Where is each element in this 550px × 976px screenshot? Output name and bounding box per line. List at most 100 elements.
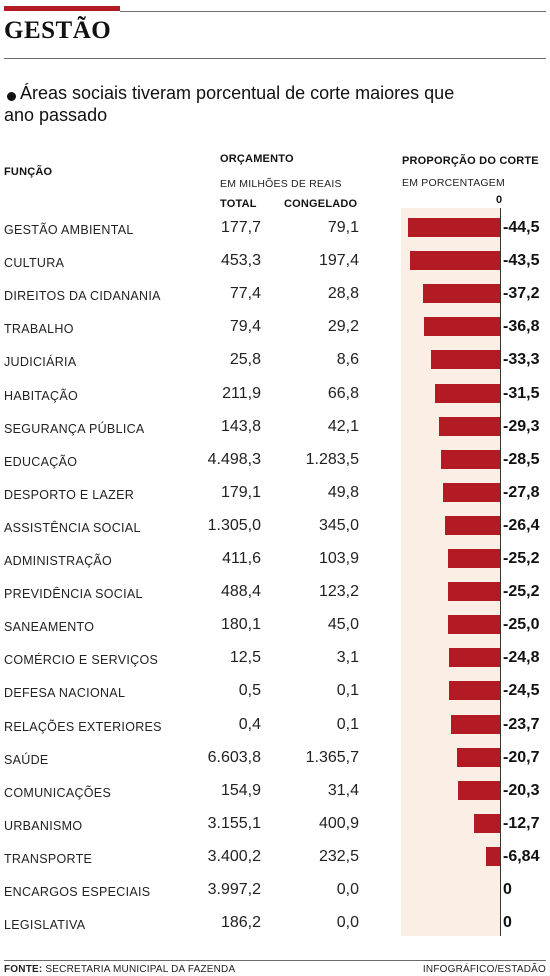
cut-bar — [431, 350, 500, 370]
cut-bar — [442, 482, 500, 502]
row-funcao: ADMINISTRAÇÃO — [4, 554, 113, 568]
row-congelado: 1.365,7 — [305, 748, 359, 766]
cut-value-label: -37,2 — [503, 285, 540, 303]
cut-value-label: -20,3 — [503, 781, 540, 799]
row-total: 4.498,3 — [207, 450, 261, 468]
row-total: 3.997,2 — [207, 881, 261, 898]
row-total: 3.155,1 — [207, 814, 261, 832]
cut-bar — [439, 416, 500, 436]
row-total: 154,9 — [220, 781, 261, 799]
cut-value-label: -29,3 — [503, 417, 540, 435]
row-total: 177,7 — [220, 219, 261, 236]
row-total: 453,3 — [220, 252, 261, 270]
header-proporcao: PROPORÇÃO DO CORTE — [402, 155, 539, 167]
table-row: EDUCAÇÃO 4.498,3 1.283,5 -28,5 — [0, 442, 550, 475]
cut-value-label: -25,2 — [503, 583, 540, 601]
section-title: GESTÃO — [4, 17, 112, 44]
cut-bar — [457, 747, 500, 767]
row-congelado: 1.283,5 — [305, 450, 359, 468]
bullet-icon — [7, 92, 16, 101]
cut-value-label: -24,8 — [503, 649, 540, 667]
row-total: 77,4 — [229, 285, 261, 303]
cut-value-label: -26,4 — [503, 516, 540, 534]
table-row: PREVIDÊNCIA SOCIAL 488,4 123,2 -25,2 — [0, 574, 550, 607]
row-funcao: JUDICIÁRIA — [4, 355, 77, 370]
cut-bar — [448, 615, 500, 635]
row-congelado: 49,8 — [327, 483, 359, 501]
row-total: 79,4 — [229, 318, 261, 336]
row-funcao: DESPORTO E LAZER — [4, 487, 135, 502]
cut-bar — [445, 515, 500, 535]
cut-value-label: -27,8 — [503, 483, 540, 501]
cut-bar — [410, 251, 500, 271]
table-row: JUDICIÁRIA 25,8 8,6 -33,3 — [0, 342, 550, 375]
footer-rule — [4, 960, 546, 961]
cut-value-label: -24,5 — [503, 682, 540, 700]
row-funcao: COMÉRCIO E SERVIÇOS — [4, 653, 159, 668]
table-row: URBANISMO 3.155,1 400,9 -12,7 — [0, 806, 550, 839]
table-row: CULTURA 453,3 197,4 -43,5 — [0, 243, 550, 276]
table-row: COMÉRCIO E SERVIÇOS 12,5 3,1 -24,8 — [0, 640, 550, 673]
row-funcao: ENCARGOS ESPECIAIS — [4, 885, 151, 899]
row-congelado: 197,4 — [318, 252, 359, 270]
cut-bar — [423, 284, 500, 304]
cut-bar — [434, 383, 500, 403]
row-funcao: CULTURA — [4, 256, 65, 271]
header-orcamento: ORÇAMENTO — [220, 153, 294, 165]
row-total: 180,1 — [220, 616, 261, 634]
table-row: LEGISLATIVA 186,2 0,0 0 — [0, 905, 550, 938]
chart-subtitle: Áreas sociais tiveram porcentual de cort… — [4, 82, 520, 126]
cut-bar — [451, 714, 500, 734]
header-funcao: FUNÇÃO — [4, 166, 53, 178]
cut-value-label: -23,7 — [503, 715, 540, 733]
row-funcao: HABITAÇÃO — [4, 388, 79, 403]
cut-value-label: -43,5 — [503, 252, 540, 270]
row-congelado: 0,1 — [336, 682, 359, 700]
cut-value-label: -31,5 — [503, 384, 540, 402]
cut-bar — [423, 317, 500, 337]
table-row: SAÚDE 6.603,8 1.365,7 -20,7 — [0, 740, 550, 773]
cut-value-label: -36,8 — [503, 318, 540, 336]
row-congelado: 3,1 — [336, 649, 359, 667]
row-funcao: SANEAMENTO — [4, 620, 95, 635]
row-total: 211,9 — [222, 384, 261, 402]
subtitle-line-2: ano passado — [4, 105, 108, 125]
top-rule — [120, 11, 546, 12]
row-total: 186,2 — [220, 914, 261, 932]
cut-bar — [485, 846, 500, 866]
row-total: 0,5 — [238, 682, 261, 700]
footer-source: FONTE: SECRETARIA MUNICIPAL DA FAZENDA — [4, 964, 235, 975]
table-row: COMUNICAÇÕES 154,9 31,4 -20,3 — [0, 773, 550, 806]
cut-bar — [441, 449, 500, 469]
table-row: ENCARGOS ESPECIAIS 3.997,2 0,0 0 — [0, 872, 550, 905]
table-row: DESPORTO E LAZER 179,1 49,8 -27,8 — [0, 475, 550, 508]
row-funcao: URBANISMO — [4, 818, 83, 833]
cut-value-label: -44,5 — [503, 219, 540, 236]
cut-value-label: -20,7 — [503, 748, 540, 766]
table-row: RELAÇÕES EXTERIORES 0,4 0,1 -23,7 — [0, 707, 550, 740]
row-funcao: DIREITOS DA CIDANANIA — [4, 289, 161, 304]
row-funcao: TRANSPORTE — [4, 851, 93, 866]
row-congelado: 103,9 — [318, 550, 359, 567]
row-funcao: RELAÇÕES EXTERIORES — [4, 719, 162, 734]
row-total: 0,4 — [238, 715, 261, 733]
cut-value-label: 0 — [503, 881, 512, 898]
row-congelado: 0,1 — [336, 715, 359, 733]
source-text: SECRETARIA MUNICIPAL DA FAZENDA — [45, 964, 236, 975]
header-proporcao-unit: EM PORCENTAGEM — [402, 177, 505, 189]
table-row: ASSISTÊNCIA SOCIAL 1.305,0 345,0 -26,4 — [0, 508, 550, 541]
row-total: 488,4 — [220, 583, 261, 601]
row-funcao: TRABALHO — [4, 322, 74, 337]
table-row: ADMINISTRAÇÃO 411,6 103,9 -25,2 — [0, 541, 550, 574]
row-congelado: 28,8 — [327, 285, 359, 303]
row-funcao: COMUNICAÇÕES — [4, 785, 112, 800]
row-congelado: 0,0 — [336, 914, 359, 932]
row-funcao: PREVIDÊNCIA SOCIAL — [4, 587, 143, 602]
row-funcao: SEGURANÇA PÚBLICA — [4, 421, 145, 436]
row-funcao: ASSISTÊNCIA SOCIAL — [4, 520, 141, 535]
zero-axis-line — [500, 208, 501, 936]
section-accent-bar — [4, 6, 120, 11]
row-congelado: 232,5 — [318, 847, 359, 865]
cut-value-label: -25,0 — [503, 616, 540, 634]
row-total: 411,6 — [222, 550, 261, 567]
